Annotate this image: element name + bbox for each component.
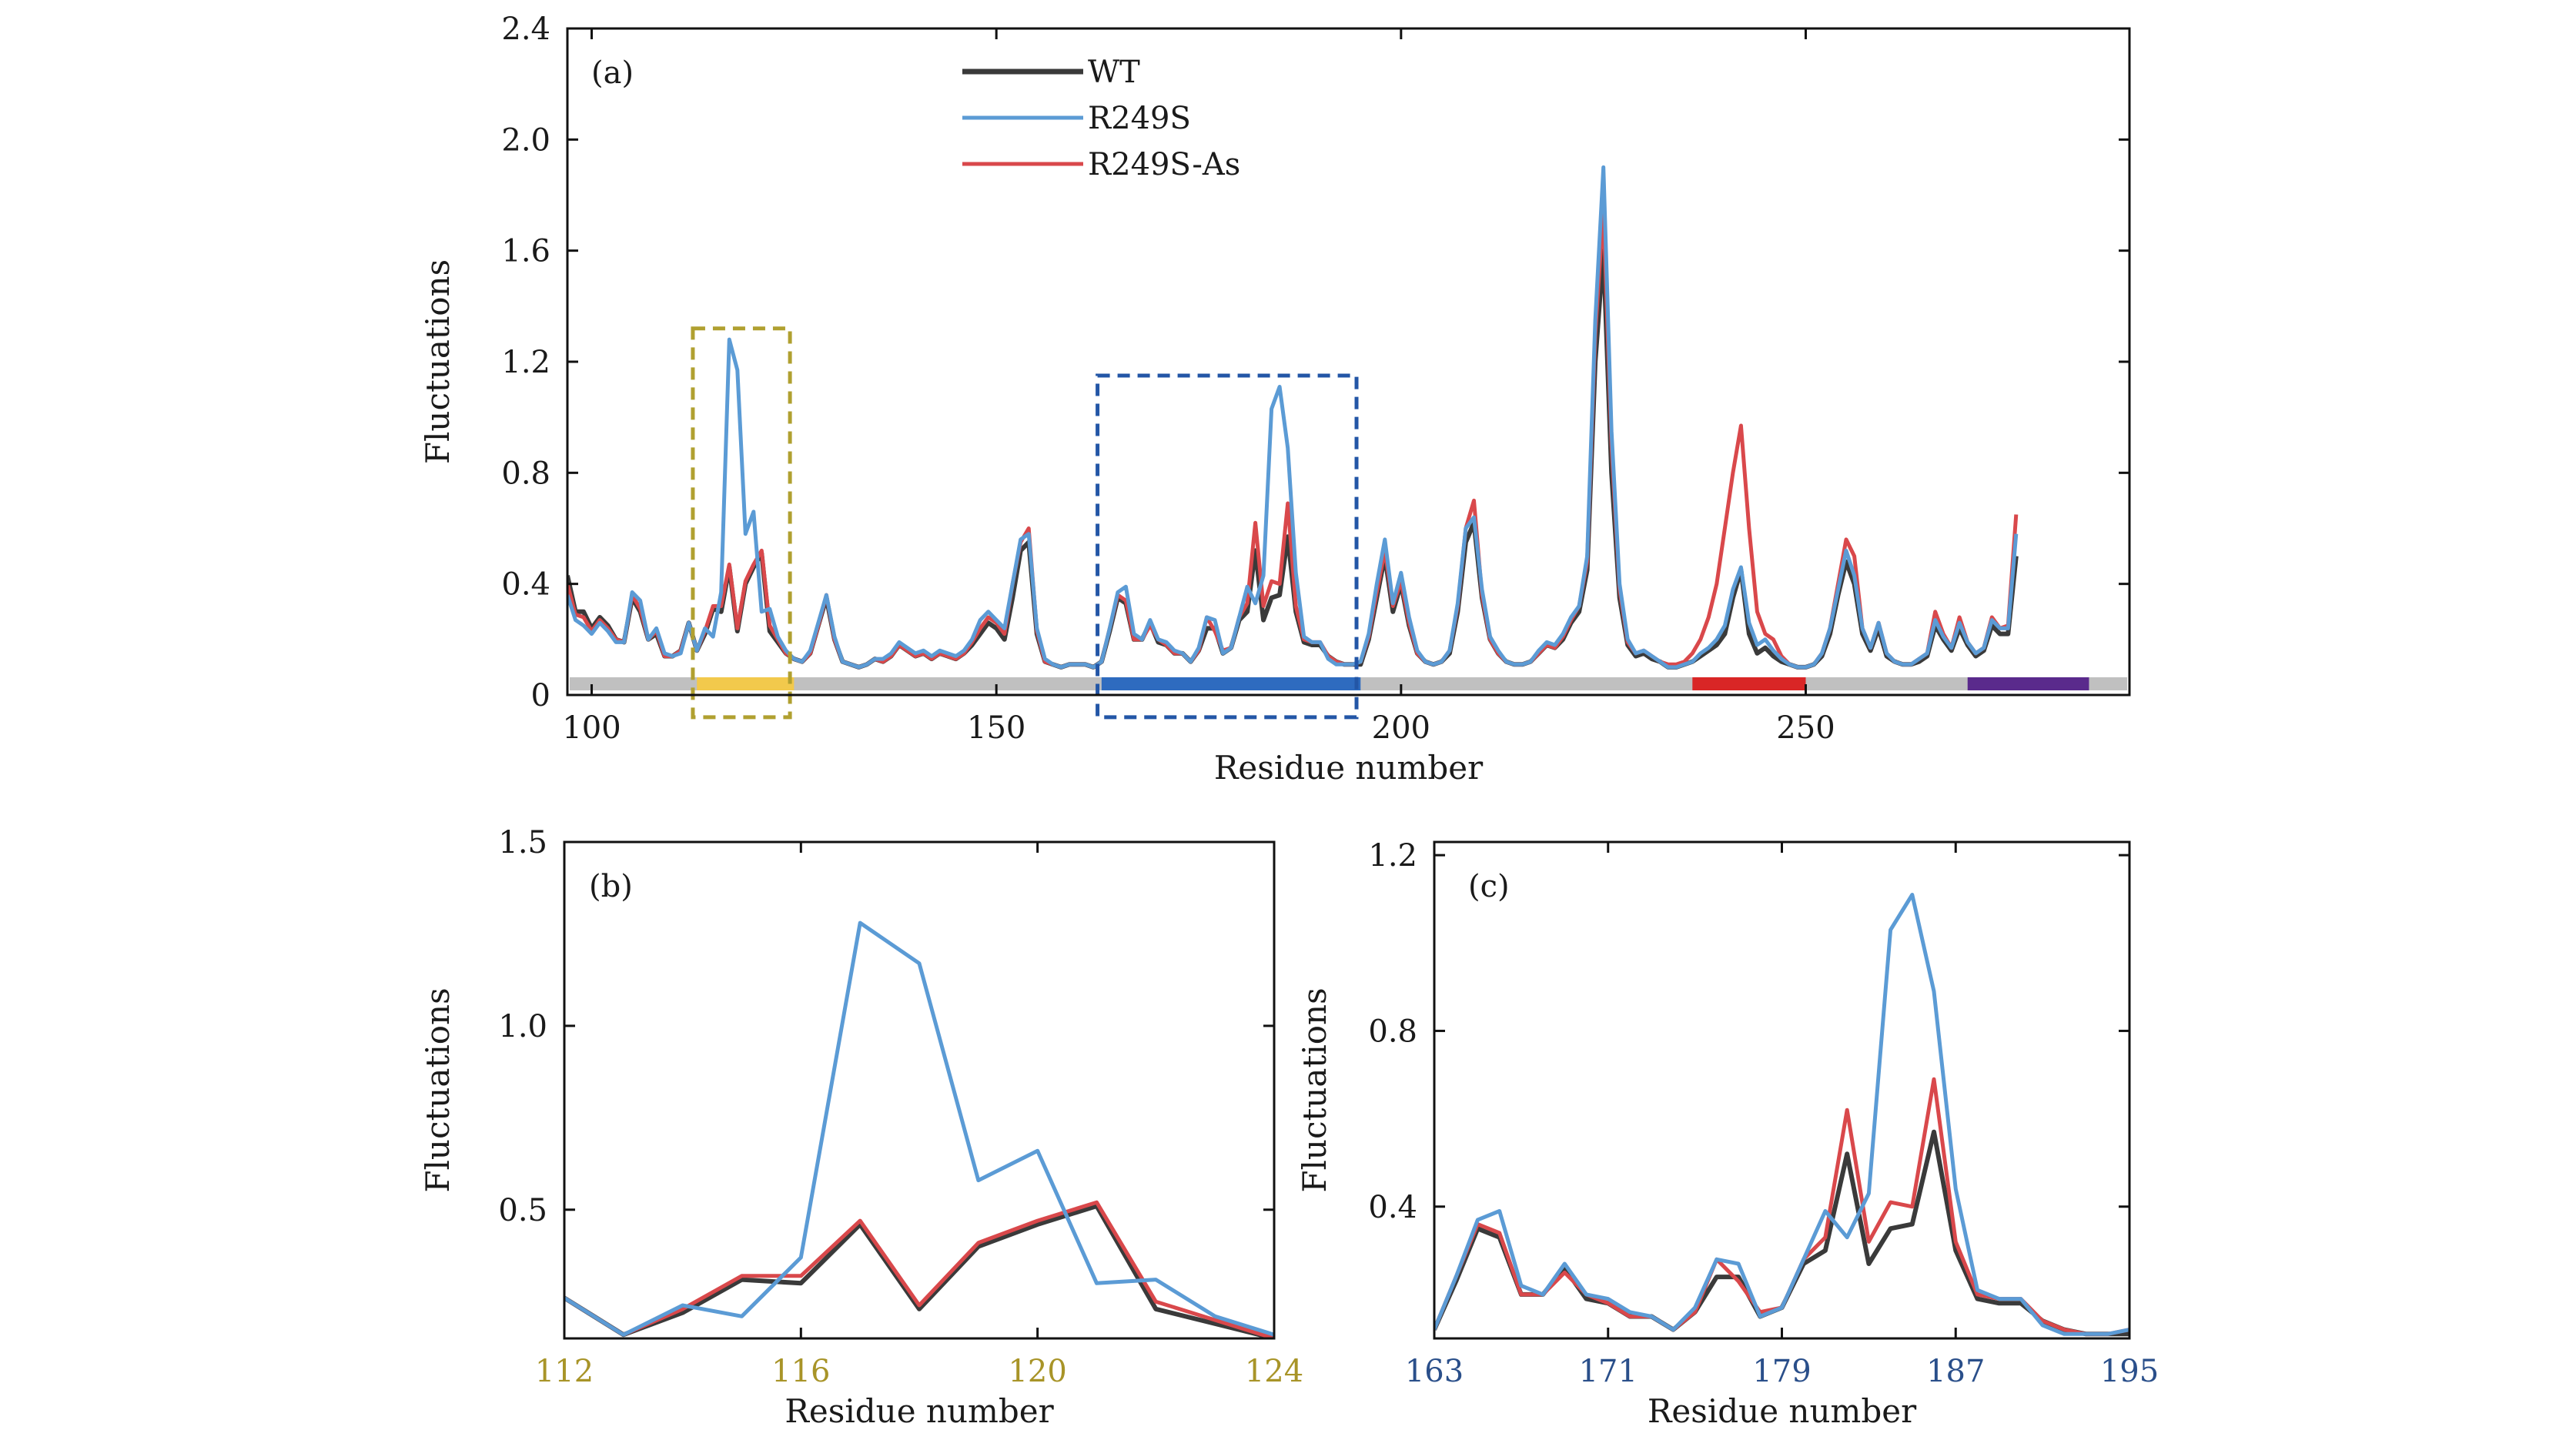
legend-label-wt: WT — [1088, 55, 1140, 90]
panel-label: (c) — [1468, 869, 1510, 904]
x-tick-label: 124 — [1245, 1354, 1303, 1389]
plot-area-a — [567, 165, 2019, 670]
domain-bar-segment-4 — [1967, 677, 2089, 690]
x-tick-label: 163 — [1405, 1354, 1464, 1389]
series-line-r249s — [564, 920, 1274, 1337]
y-tick-label: 1.6 — [501, 234, 550, 269]
y-tick-label: 0.8 — [501, 456, 550, 491]
highlight-box-b — [691, 326, 792, 720]
series-line-r249s — [567, 165, 2019, 670]
panel-b: 0.5 1.0 1.5 112 116 120 124 Residue number Fluct… — [419, 825, 1303, 1430]
x-tick-label: 100 — [562, 710, 621, 746]
legend-label-r249s-as: R249S-As — [1088, 147, 1240, 182]
x-tick-label: 179 — [1752, 1354, 1811, 1389]
domain-bar-segment-3 — [1692, 677, 1806, 690]
x-tick-label: 112 — [535, 1354, 594, 1389]
x-tick-label: 120 — [1008, 1354, 1066, 1389]
panel-c: 0.4 0.8 1.2 163 171 179 187 195 Residue number Fl… — [1296, 838, 2159, 1430]
x-axis-label: Residue number — [1214, 749, 1484, 787]
plot-frame-a — [566, 27, 2131, 697]
panel-label: (b) — [589, 869, 633, 904]
x-axis-label: Residue number — [785, 1392, 1054, 1430]
panel-a: 0 0.4 0.8 1.2 1.6 2.0 2.4 100 150 200 250 Residue n… — [419, 12, 2131, 787]
y-tick-label: 0 — [531, 678, 550, 713]
y-axis-label: Fluctuations — [419, 259, 457, 464]
domain-bar-segment-1 — [697, 677, 795, 690]
y-axis-label: Fluctuations — [1296, 987, 1333, 1192]
y-tick-label: 0.8 — [1368, 1014, 1417, 1049]
series-line-r249s-as — [567, 207, 2019, 670]
x-tick-label: 116 — [771, 1354, 830, 1389]
plot-area-b — [564, 920, 1274, 1338]
series-line-wt — [564, 1204, 1274, 1338]
y-tick-label: 0.4 — [501, 567, 550, 603]
legend-label-r249s: R249S — [1088, 101, 1191, 136]
x-tick-label: 150 — [967, 710, 1025, 746]
y-tick-label: 1.2 — [1368, 838, 1417, 874]
plot-frame-b — [563, 840, 1276, 1340]
y-tick-label: 2.0 — [501, 122, 550, 158]
plot-area-c — [1434, 893, 2129, 1337]
y-tick-label: 0.5 — [498, 1193, 547, 1228]
y-tick-label: 1.2 — [501, 345, 550, 380]
x-axis-label: Residue number — [1648, 1392, 1917, 1430]
x-tick-label: 195 — [2100, 1354, 2159, 1389]
y-tick-label: 0.4 — [1368, 1190, 1417, 1225]
y-tick-label: 1.5 — [498, 825, 547, 860]
x-tick-label: 187 — [1926, 1354, 1985, 1389]
plot-frame-c — [1433, 840, 2131, 1340]
series-line-r249s-as — [1434, 1077, 2129, 1336]
series-line-r249s-as — [564, 1200, 1274, 1338]
x-tick-label: 171 — [1579, 1354, 1638, 1389]
highlight-box-c — [1096, 373, 1359, 720]
x-tick-label: 200 — [1372, 710, 1430, 746]
x-tick-label: 250 — [1776, 710, 1835, 746]
y-axis-label: Fluctuations — [419, 987, 457, 1192]
panel-label: (a) — [591, 55, 634, 91]
y-tick-label: 1.0 — [498, 1009, 547, 1044]
series-line-r249s — [1434, 893, 2129, 1336]
legend: WT R249S R249S-As — [962, 55, 1240, 182]
domain-bar-segment-2 — [1101, 677, 1361, 690]
series-line-wt — [567, 248, 2019, 670]
y-tick-label: 2.4 — [501, 12, 550, 47]
